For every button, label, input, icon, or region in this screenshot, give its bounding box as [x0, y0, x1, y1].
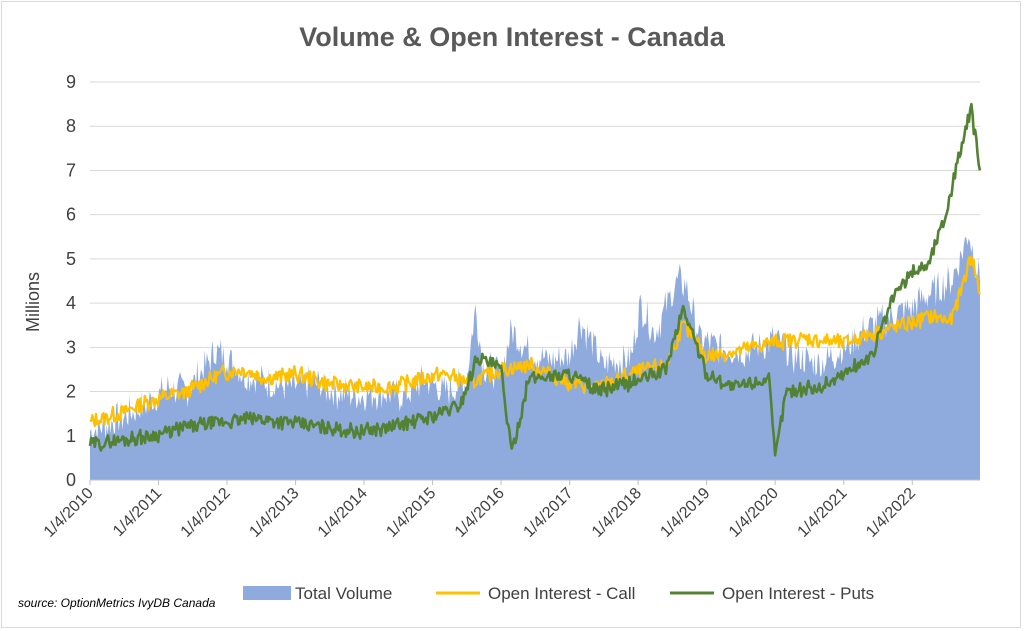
y-tick-label: 3 — [66, 337, 76, 357]
y-tick-label: 5 — [66, 249, 76, 269]
x-tick-label: 1/4/2020 — [726, 485, 782, 541]
x-tick-label: 1/4/2017 — [520, 485, 576, 541]
x-tick-label: 1/4/2011 — [110, 485, 165, 540]
y-tick-label: 1 — [66, 426, 76, 446]
legend-open-interest-call-label: Open Interest - Call — [488, 584, 635, 603]
legend-total-volume-label: Total Volume — [295, 584, 392, 603]
chart-title: Volume & Open Interest - Canada — [299, 22, 725, 52]
x-tick-label: 1/4/2015 — [383, 485, 439, 541]
y-tick-label: 0 — [66, 470, 76, 490]
x-tick-label: 1/4/2012 — [178, 485, 234, 541]
y-tick-label: 4 — [66, 293, 76, 313]
y-tick-label: 6 — [66, 205, 76, 225]
series-total-volume-area — [90, 237, 980, 480]
x-tick-label: 1/4/2018 — [589, 485, 645, 541]
x-tick-label: 1/4/2014 — [315, 485, 371, 541]
y-tick-label: 7 — [66, 160, 76, 180]
y-tick-label: 8 — [66, 116, 76, 136]
x-tick-label: 1/4/2010 — [41, 485, 97, 541]
source-note: source: OptionMetrics IvyDB Canada — [18, 596, 216, 610]
x-tick-label: 1/4/2022 — [863, 485, 919, 541]
x-tick-label: 1/4/2013 — [246, 485, 302, 541]
x-tick-label: 1/4/2019 — [657, 485, 713, 541]
x-tick-label: 1/4/2021 — [795, 485, 851, 541]
y-tick-label: 2 — [66, 382, 76, 402]
series-open-interest-puts-line — [88, 102, 982, 457]
legend-open-interest-puts-label: Open Interest - Puts — [722, 584, 874, 603]
legend-total-volume-swatch — [243, 586, 291, 600]
y-tick-label: 9 — [66, 72, 76, 92]
x-tick-label: 1/4/2016 — [452, 485, 508, 541]
series-open-interest-call-line — [89, 255, 981, 428]
